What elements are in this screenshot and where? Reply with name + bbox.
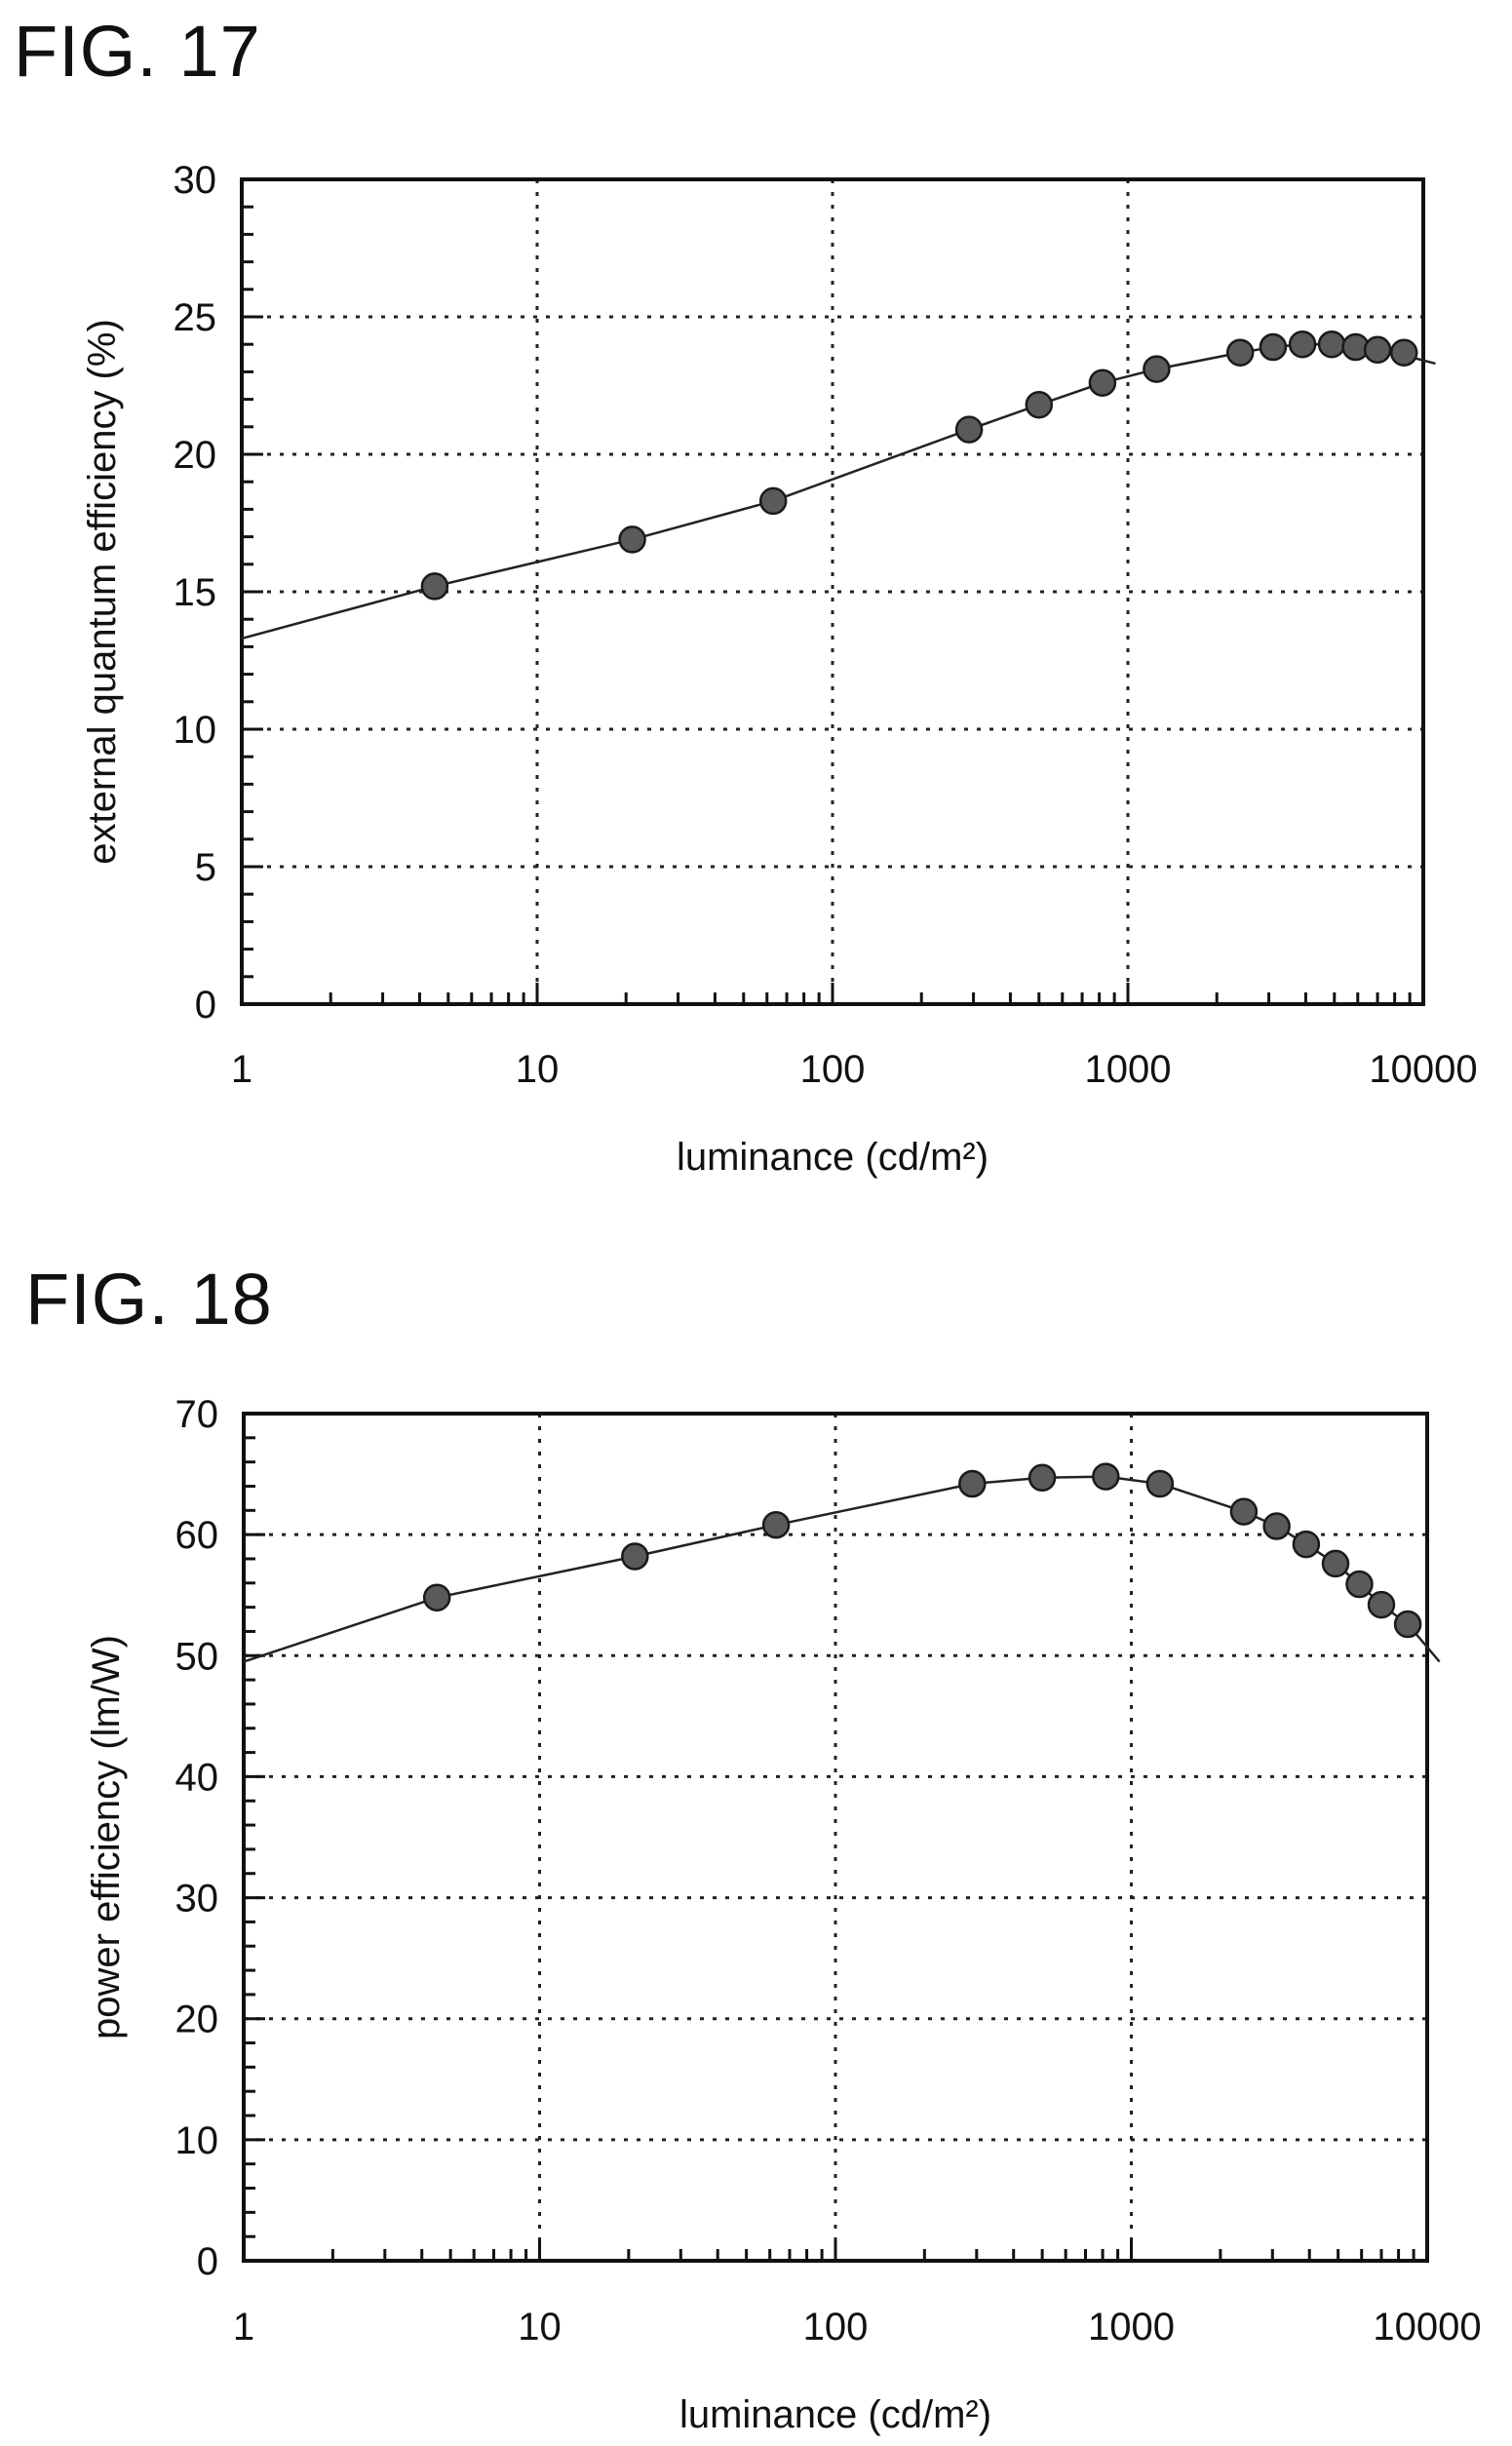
x-tick-label: 10: [518, 2306, 562, 2349]
data-point: [1389, 338, 1418, 367]
x-tick-label: 1000: [1085, 1048, 1172, 1091]
data-point: [1145, 1469, 1175, 1498]
y-tick-label: 40: [175, 1756, 219, 1799]
y-tick-label: 30: [175, 1878, 219, 1921]
data-point: [1092, 1462, 1120, 1491]
data-point: [761, 1510, 791, 1539]
fit-line: [243, 1475, 1441, 1663]
power-efficiency-chart: 1 10 100 1000 10000 0 10 20 30 40 50 60 70 luminance …: [85, 1393, 1482, 2436]
plot-frame: [240, 177, 1425, 1006]
x-tick-label: 10: [516, 1048, 560, 1091]
y-tick-label: 30: [174, 159, 217, 202]
data-point: [758, 486, 788, 516]
y-tick-label: 15: [174, 571, 217, 614]
y-tick-label: 25: [174, 296, 217, 339]
x-tick-label: 100: [803, 2306, 869, 2349]
y-tick-label: 20: [174, 434, 217, 477]
x-tick-label: 1: [233, 2306, 254, 2349]
data-point: [958, 1469, 987, 1498]
y-tick-label: 0: [195, 984, 216, 1027]
y-tick-label: 20: [175, 1999, 219, 2041]
data-point: [1259, 332, 1288, 362]
data-point: [621, 1542, 649, 1571]
data-point: [1225, 338, 1255, 367]
data-point: [1229, 1497, 1259, 1526]
x-tick-label: 1000: [1088, 2306, 1175, 2349]
data-point: [1321, 1549, 1350, 1578]
data-point: [1143, 355, 1171, 383]
data-point: [1317, 330, 1346, 359]
figure-title: FIG. 18: [25, 1259, 273, 1339]
x-axis-label: luminance (cd/m²): [677, 1136, 989, 1179]
data-point: [1288, 330, 1317, 359]
y-axis-label: power efficiency (lm/W): [85, 1635, 128, 2039]
y-tick-label: 10: [175, 2119, 219, 2162]
x-tick-label: 10000: [1373, 2306, 1481, 2349]
data-point: [420, 572, 449, 601]
y-axis-label: external quantum efficiency (%): [81, 319, 124, 865]
data-point: [1393, 1610, 1422, 1639]
figure-title: FIG. 17: [14, 11, 261, 92]
x-tick-label: 1: [231, 1048, 252, 1091]
data-point: [1367, 1590, 1396, 1619]
data-point: [1088, 369, 1117, 397]
fit-line: [241, 342, 1436, 641]
eqe-chart: 1 10 100 1000 10000 0 5 10 15 20 25 30 luminance (cd…: [81, 159, 1478, 1179]
data-point: [618, 525, 646, 554]
data-point: [1262, 1512, 1291, 1540]
data-point: [1363, 335, 1392, 365]
y-tick-label: 50: [175, 1635, 219, 1678]
y-tick-label: 70: [175, 1393, 219, 1436]
data-point: [1025, 390, 1054, 419]
y-tick-label: 0: [197, 2240, 218, 2283]
data-point: [422, 1583, 451, 1611]
data-point: [954, 415, 984, 444]
x-tick-label: 10000: [1369, 1048, 1477, 1091]
data-point: [1027, 1463, 1057, 1493]
data-point: [1345, 1570, 1374, 1599]
plot-frame: [242, 1412, 1429, 2263]
y-tick-label: 5: [195, 846, 216, 889]
y-tick-label: 60: [175, 1514, 219, 1557]
x-axis-label: luminance (cd/m²): [679, 2393, 991, 2436]
data-point: [1292, 1530, 1321, 1559]
x-tick-label: 100: [800, 1048, 866, 1091]
y-tick-label: 10: [174, 709, 217, 752]
